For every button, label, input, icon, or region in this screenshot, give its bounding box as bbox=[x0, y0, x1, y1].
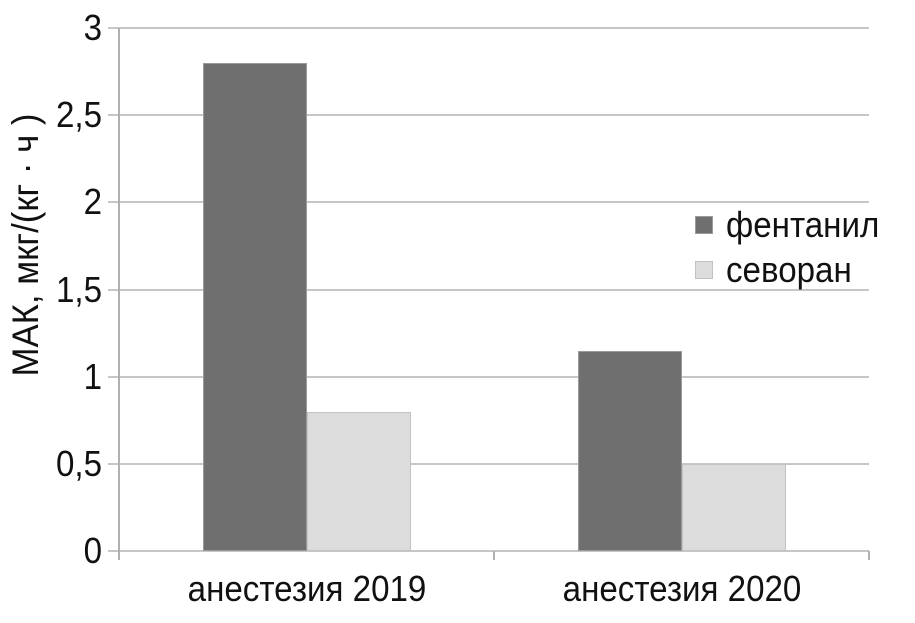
fentanil-swatch-icon bbox=[695, 215, 713, 234]
x-axis-tick-1 bbox=[493, 551, 495, 560]
x-category-label-1: анестезия 2019 bbox=[187, 568, 426, 609]
gridline-y-2 bbox=[108, 201, 869, 204]
sevoran-swatch-icon bbox=[695, 260, 713, 279]
gridline-y-1,5 bbox=[108, 288, 869, 291]
gridline-y-0 bbox=[108, 550, 869, 552]
bar-севоран-анестезия-2019 bbox=[306, 411, 411, 551]
y-tick-label-0: 0 bbox=[83, 530, 102, 571]
legend-item-fentanil: фентанил bbox=[695, 202, 893, 247]
gridline-y-0,5 bbox=[108, 462, 869, 465]
gridline-y-2,5 bbox=[108, 114, 869, 117]
bar-фентанил-анестезия-2019 bbox=[202, 62, 307, 551]
gridline-y-3 bbox=[108, 27, 869, 29]
y-axis-line bbox=[118, 28, 120, 559]
bar-фентанил-анестезия-2020 bbox=[577, 350, 682, 551]
x-axis-tick-2 bbox=[868, 551, 870, 560]
y-tick-label-0,5: 0,5 bbox=[55, 442, 102, 484]
legend-label-fentanil: фентанил bbox=[726, 203, 880, 245]
legend: фентанил севоран bbox=[695, 202, 893, 292]
y-axis-title: МАК, мкг/(кг · ч ) bbox=[5, 113, 46, 377]
y-tick-label-1: 1 bbox=[83, 355, 102, 397]
bar-севоран-анестезия-2020 bbox=[681, 463, 786, 551]
y-tick-label-2,5: 2,5 bbox=[55, 94, 102, 136]
y-tick-label-1,5: 1,5 bbox=[55, 268, 102, 310]
y-tick-label-3: 3 bbox=[83, 7, 102, 48]
x-axis-tick-0 bbox=[118, 551, 120, 560]
legend-label-sevoran: севоран bbox=[726, 248, 852, 290]
gridline-y-1 bbox=[108, 375, 869, 378]
legend-item-sevoran: севоран bbox=[695, 247, 893, 292]
x-category-label-2: анестезия 2020 bbox=[562, 568, 801, 609]
y-tick-label-2: 2 bbox=[83, 181, 102, 223]
